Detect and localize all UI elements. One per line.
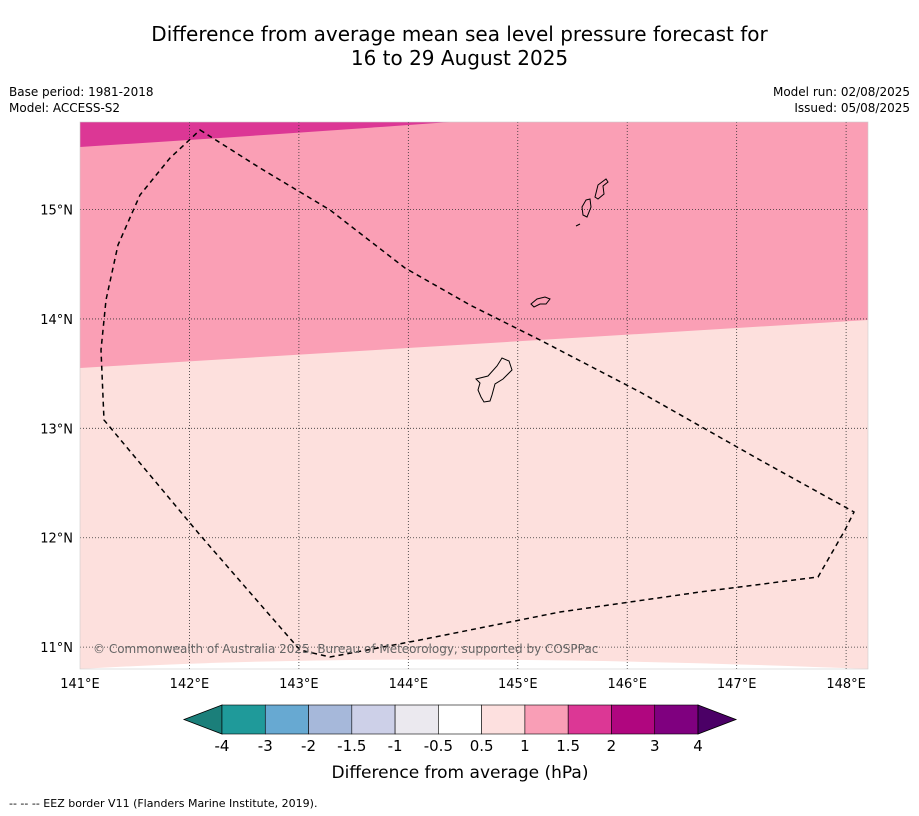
model-run: Model run: 02/08/2025 [772, 85, 910, 99]
meta-right: Model run: 02/08/2025 Issued: 05/08/2025 [773, 84, 910, 116]
colorbar-extend-low [182, 704, 223, 735]
colorbar-swatch [567, 704, 612, 735]
colorbar-tick-label: -4 [215, 737, 230, 755]
island-tinian [581, 198, 592, 218]
colorbar-tick-label: 3 [650, 737, 660, 755]
colorbar-tick-label: 2 [607, 737, 617, 755]
title-line-2: 16 to 29 August 2025 [350, 46, 569, 70]
lat-tick-label: 11°N [40, 641, 73, 656]
lon-tick-label: 141°E [60, 677, 100, 692]
island-rota [530, 296, 551, 308]
colorbar-tick-label: -3 [258, 737, 273, 755]
base-period: Base period: 1981-2018 [9, 85, 154, 99]
island-guam [475, 357, 513, 403]
meta-left: Base period: 1981-2018 Model: ACCESS-S2 [9, 84, 154, 116]
anomaly-band-high [80, 122, 450, 147]
colorbar-swatch [351, 704, 396, 735]
colorbar-swatch [481, 704, 526, 735]
colorbar-swatch [654, 704, 699, 735]
colorbar-tick-label: -1 [388, 737, 403, 755]
map-frame [79, 121, 869, 670]
island-saipan [594, 178, 609, 200]
colorbar-tick-label: -0.5 [424, 737, 453, 755]
lon-tick-label: 143°E [279, 677, 319, 692]
colorbar-label: Difference from average (hPa) [332, 763, 589, 783]
colorbar-swatch [308, 704, 353, 735]
island-aguijan [575, 223, 581, 227]
eez-legend-note: -- -- -- EEZ border V11 (Flanders Marine… [9, 797, 318, 810]
colorbar-swatch [524, 704, 569, 735]
map-title: Difference from average mean sea level p… [0, 22, 919, 70]
copyright-text: © Commonwealth of Australia 2025, Bureau… [93, 642, 598, 656]
map-area: © Commonwealth of Australia 2025, Bureau… [80, 122, 868, 669]
lon-tick-label: 144°E [389, 677, 429, 692]
colorbar: -4 -3 -2 -1.5 -1 -0.5 0.5 1 1.5 2 3 4 [182, 704, 738, 755]
lon-tick-label: 146°E [607, 677, 647, 692]
longitude-labels: 141°E 142°E 143°E 144°E 145°E 146°E 147°E 148°E [60, 677, 866, 692]
lat-tick-label: 12°N [40, 532, 73, 547]
colorbar-tick-label: -2 [301, 737, 316, 755]
lon-tick-label: 148°E [826, 677, 866, 692]
islands [475, 178, 609, 403]
colorbar-tick-label: 1 [520, 737, 530, 755]
eez-border [100, 129, 855, 658]
colorbar-swatch [264, 704, 309, 735]
colorbar-swatch [611, 704, 656, 735]
lat-tick-label: 14°N [40, 313, 73, 328]
colorbar-extend-high [697, 704, 738, 735]
lon-tick-label: 147°E [717, 677, 757, 692]
gridlines [80, 122, 868, 669]
issued-date: Issued: 05/08/2025 [794, 101, 910, 115]
colorbar-tick-label: -1.5 [337, 737, 366, 755]
colorbar-tick-label: 4 [693, 737, 703, 755]
colorbar-swatch [438, 704, 482, 735]
title-line-1: Difference from average mean sea level p… [151, 22, 768, 46]
lat-tick-label: 15°N [40, 204, 73, 219]
colorbar-swatch [394, 704, 439, 735]
model-name: Model: ACCESS-S2 [9, 101, 121, 115]
latitude-labels: 15°N 14°N 13°N 12°N 11°N [40, 204, 73, 657]
anomaly-band-mid [80, 122, 868, 368]
lon-tick-label: 142°E [170, 677, 210, 692]
map-bottom-edge [80, 659, 868, 669]
lon-tick-label: 145°E [498, 677, 538, 692]
lat-tick-label: 13°N [40, 422, 73, 437]
colorbar-tick-label: 1.5 [556, 737, 580, 755]
colorbar-swatch [221, 704, 266, 735]
colorbar-tick-label: 0.5 [470, 737, 494, 755]
